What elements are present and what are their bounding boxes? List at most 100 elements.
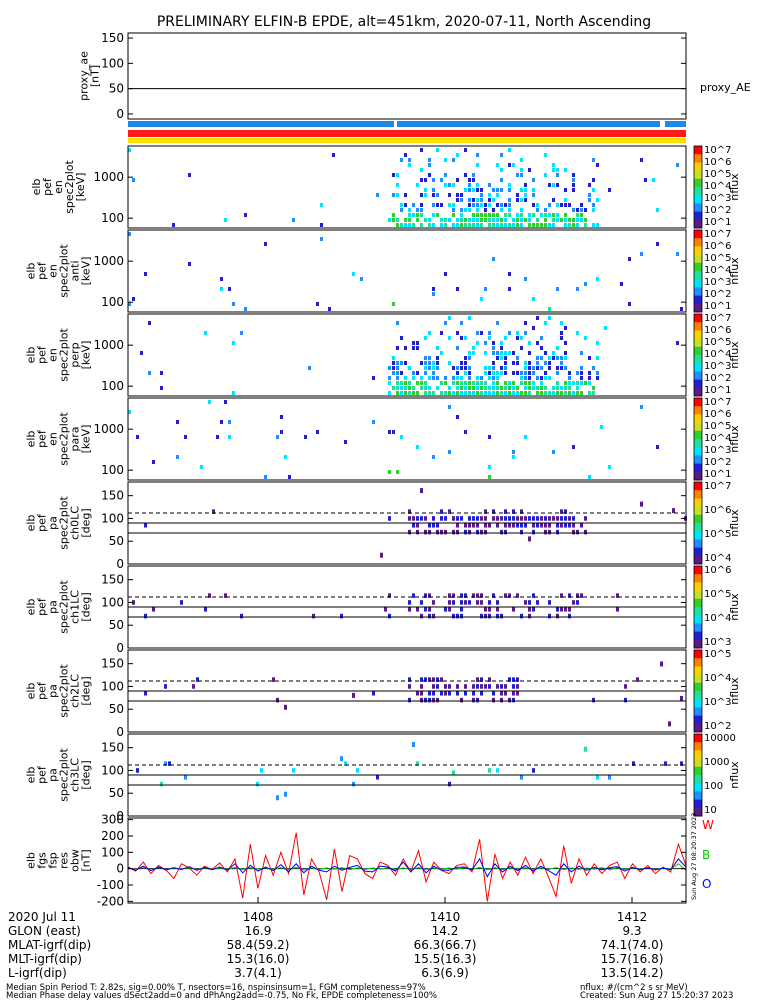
colorbar-tick-label: 10^1	[704, 385, 731, 396]
y-axis-label-line: [deg]	[80, 676, 93, 705]
colorbar: 10^7 10^6 10^5 10^4 nflux	[693, 481, 741, 565]
orbit-status-bar-red	[128, 130, 686, 137]
series-line-o	[127, 857, 687, 878]
y-axis-label-line: para	[69, 427, 82, 452]
panel-frame	[127, 229, 687, 313]
colorbar-tick-label: 10^4	[704, 349, 731, 360]
y-axis-label-line: pef	[36, 345, 49, 364]
y-tick-label: 0	[116, 862, 124, 876]
colorbar-tick-label: 10^4	[704, 265, 731, 276]
colorbar-tick-label: 10^7	[704, 397, 731, 408]
y-tick-label: 0	[116, 809, 124, 823]
y-axis-label-line: en	[47, 432, 60, 446]
colorbar-tick-label: 10^5	[704, 169, 731, 180]
colorbar: 10^5 10^4 10^3 10^2 nflux	[693, 649, 741, 733]
panel-energy-spectrum-perp: 1000100elbpefenspec2plotperp[keV]10^710^…	[25, 313, 741, 397]
y-axis-label-line: pef	[36, 513, 49, 532]
y-tick-label: 100	[101, 511, 124, 525]
panel-frame	[127, 817, 687, 904]
panel-frame	[127, 397, 687, 481]
y-tick-label: 50	[109, 786, 124, 800]
y-axis-label-line: pa	[47, 516, 60, 530]
footer-row-mlat: MLAT-igrf(dip)	[8, 938, 91, 952]
y-axis-label-line: [deg]	[80, 760, 93, 789]
panel-energy-spectrum-para: 1000100elbpefenspec2plotpara[keV]10^710^…	[25, 397, 741, 481]
panel-frame	[127, 313, 687, 397]
y-axis-label-line: elb	[25, 852, 38, 869]
panel-frame	[127, 32, 687, 120]
y-axis-label-line: pa	[47, 768, 60, 782]
y-tick-label: -100	[97, 878, 124, 892]
colorbar-tick-label: 10^6	[704, 157, 731, 168]
status-bars	[128, 121, 686, 143]
y-tick-label: 150	[101, 489, 124, 503]
colorbar-label: nflux	[728, 761, 741, 789]
panel-energy-spectrum-anti: 1000100elbpefenspec2plotanti[keV]10^710^…	[25, 229, 741, 313]
y-axis-label-line: obw	[69, 849, 82, 872]
y-axis-label-line: [deg]	[80, 508, 93, 537]
footer-row-mlt: MLT-igrf(dip)	[8, 952, 82, 966]
y-axis-label-line: spec2plot	[58, 328, 71, 382]
colorbar-tick-label: 10^1	[704, 469, 731, 480]
colorbar-tick-label: 10^3	[704, 697, 731, 708]
colorbar-tick-label: 10^3	[704, 361, 731, 372]
y-axis-label-line: spec2plot	[58, 748, 71, 802]
y-tick-label: 1000	[93, 254, 124, 268]
footer-l-1410: 6.3(6.9)	[421, 966, 469, 980]
pitch-angle-cells	[132, 593, 619, 619]
y-tick-label: 50	[109, 618, 124, 632]
y-axis-label-line: ch2LC	[69, 674, 82, 708]
spectrogram-cells	[128, 148, 679, 227]
y-axis-label-line: proxy_ae	[78, 51, 91, 101]
orbit-status-gap	[660, 121, 665, 127]
colorbar-tick-label: 10^2	[704, 373, 731, 384]
colorbar-tick-label: 10^3	[704, 445, 731, 456]
colorbar-tick-label: 10^4	[704, 553, 731, 564]
footer-l-1412: 13.5(14.2)	[601, 966, 664, 980]
plot-panels: 150100500proxy_AEproxy_ae[nT]1000100elbp…	[25, 31, 751, 908]
y-tick-label: 1000	[93, 422, 124, 436]
footnotes: Median Spin Period T: 2.82s, sig=0.00% T…	[6, 813, 733, 1000]
footer-glon-1410: 14.2	[432, 924, 459, 938]
y-axis-label-line: spec2plot	[58, 580, 71, 634]
colorbar-label: nflux	[728, 341, 741, 369]
colorbar-tick-label: 10^5	[704, 421, 731, 432]
y-axis-label-line: elb	[30, 179, 43, 196]
panel-frame	[127, 481, 687, 565]
y-tick-label: 1000	[93, 338, 124, 352]
colorbar-tick-label: 10^6	[704, 325, 731, 336]
y-axis-label-line: [keV]	[80, 425, 93, 454]
footnote-units: nflux: #/(cm^2 s sr MeV)	[580, 983, 688, 993]
y-axis-label-line: fgs	[36, 852, 49, 869]
footer-mlt-1412: 15.7(16.8)	[601, 952, 664, 966]
colorbar-tick-label: 10^2	[704, 289, 731, 300]
y-tick-label: 100	[101, 463, 124, 477]
colorbar: 10^710^610^510^410^310^210^1 nflux	[693, 145, 741, 229]
colorbar-tick-label: 10^2	[704, 457, 731, 468]
y-tick-label: 100	[101, 295, 124, 309]
y-tick-label: 1000	[93, 170, 124, 184]
colorbar-tick-label: 10^6	[704, 241, 731, 252]
colorbar-tick-label: 10^3	[704, 277, 731, 288]
y-axis-label-line: [keV]	[74, 173, 87, 202]
footer-time-1412: 1412	[617, 910, 648, 924]
footnote-spin: Median Spin Period T: 2.82s, sig=0.00% T…	[6, 983, 426, 993]
y-axis-label-line: elb	[25, 347, 38, 364]
colorbar-tick-label: 10^3	[704, 637, 731, 648]
y-axis-label-line: pa	[47, 600, 60, 614]
colorbar-tick-label: 10^5	[704, 337, 731, 348]
y-axis-label-line: elb	[25, 683, 38, 700]
colorbar-tick-label: 1000	[704, 757, 729, 768]
colorbar-label: nflux	[728, 425, 741, 453]
colorbar-tick-label: 10^5	[704, 649, 731, 660]
footer-mlt-1408: 15.3(16.0)	[227, 952, 290, 966]
y-tick-label: 100	[101, 595, 124, 609]
colorbar-tick-label: 10^4	[704, 673, 731, 684]
y-tick-label: 100	[101, 56, 124, 70]
footnote-phase: Median Phase delay values dSect2add=0 an…	[6, 991, 437, 1000]
y-axis-label-line: spec2plot	[58, 412, 71, 466]
pitch-angle-cells	[144, 661, 683, 727]
y-axis-label-line: en	[47, 264, 60, 278]
y-axis-label-line: spec2plot	[58, 664, 71, 718]
